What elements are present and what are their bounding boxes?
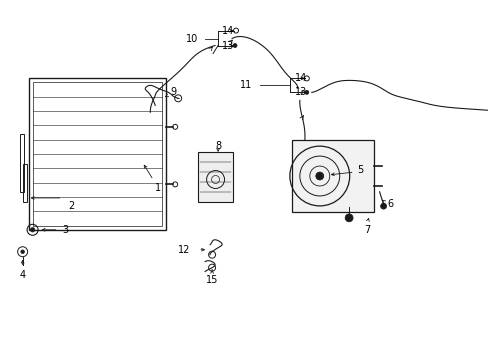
Text: 7: 7 <box>364 225 370 235</box>
Bar <box>291 140 373 212</box>
Text: 8: 8 <box>215 141 221 151</box>
Text: 10: 10 <box>185 33 198 44</box>
Text: 12: 12 <box>178 245 190 255</box>
Text: 4: 4 <box>20 270 26 280</box>
Bar <box>198 152 233 202</box>
Text: 15: 15 <box>205 275 218 285</box>
Text: 11: 11 <box>239 80 251 90</box>
Circle shape <box>345 214 352 222</box>
Text: 6: 6 <box>387 199 393 209</box>
Text: 2: 2 <box>68 201 75 211</box>
Bar <box>22 164 27 202</box>
Circle shape <box>233 44 237 48</box>
Circle shape <box>21 250 24 253</box>
Text: 1: 1 <box>144 165 161 193</box>
Text: 14: 14 <box>222 26 234 36</box>
Bar <box>20 134 23 192</box>
Bar <box>29 78 166 230</box>
Circle shape <box>304 90 308 94</box>
Text: 9: 9 <box>170 87 176 97</box>
Circle shape <box>380 203 386 209</box>
Circle shape <box>315 172 323 180</box>
Text: 3: 3 <box>62 225 68 235</box>
Text: 14: 14 <box>294 73 306 84</box>
Bar <box>33 82 162 226</box>
Text: 13: 13 <box>294 87 306 97</box>
Circle shape <box>30 228 35 232</box>
Text: 13: 13 <box>222 41 234 50</box>
Text: 5: 5 <box>357 165 363 175</box>
